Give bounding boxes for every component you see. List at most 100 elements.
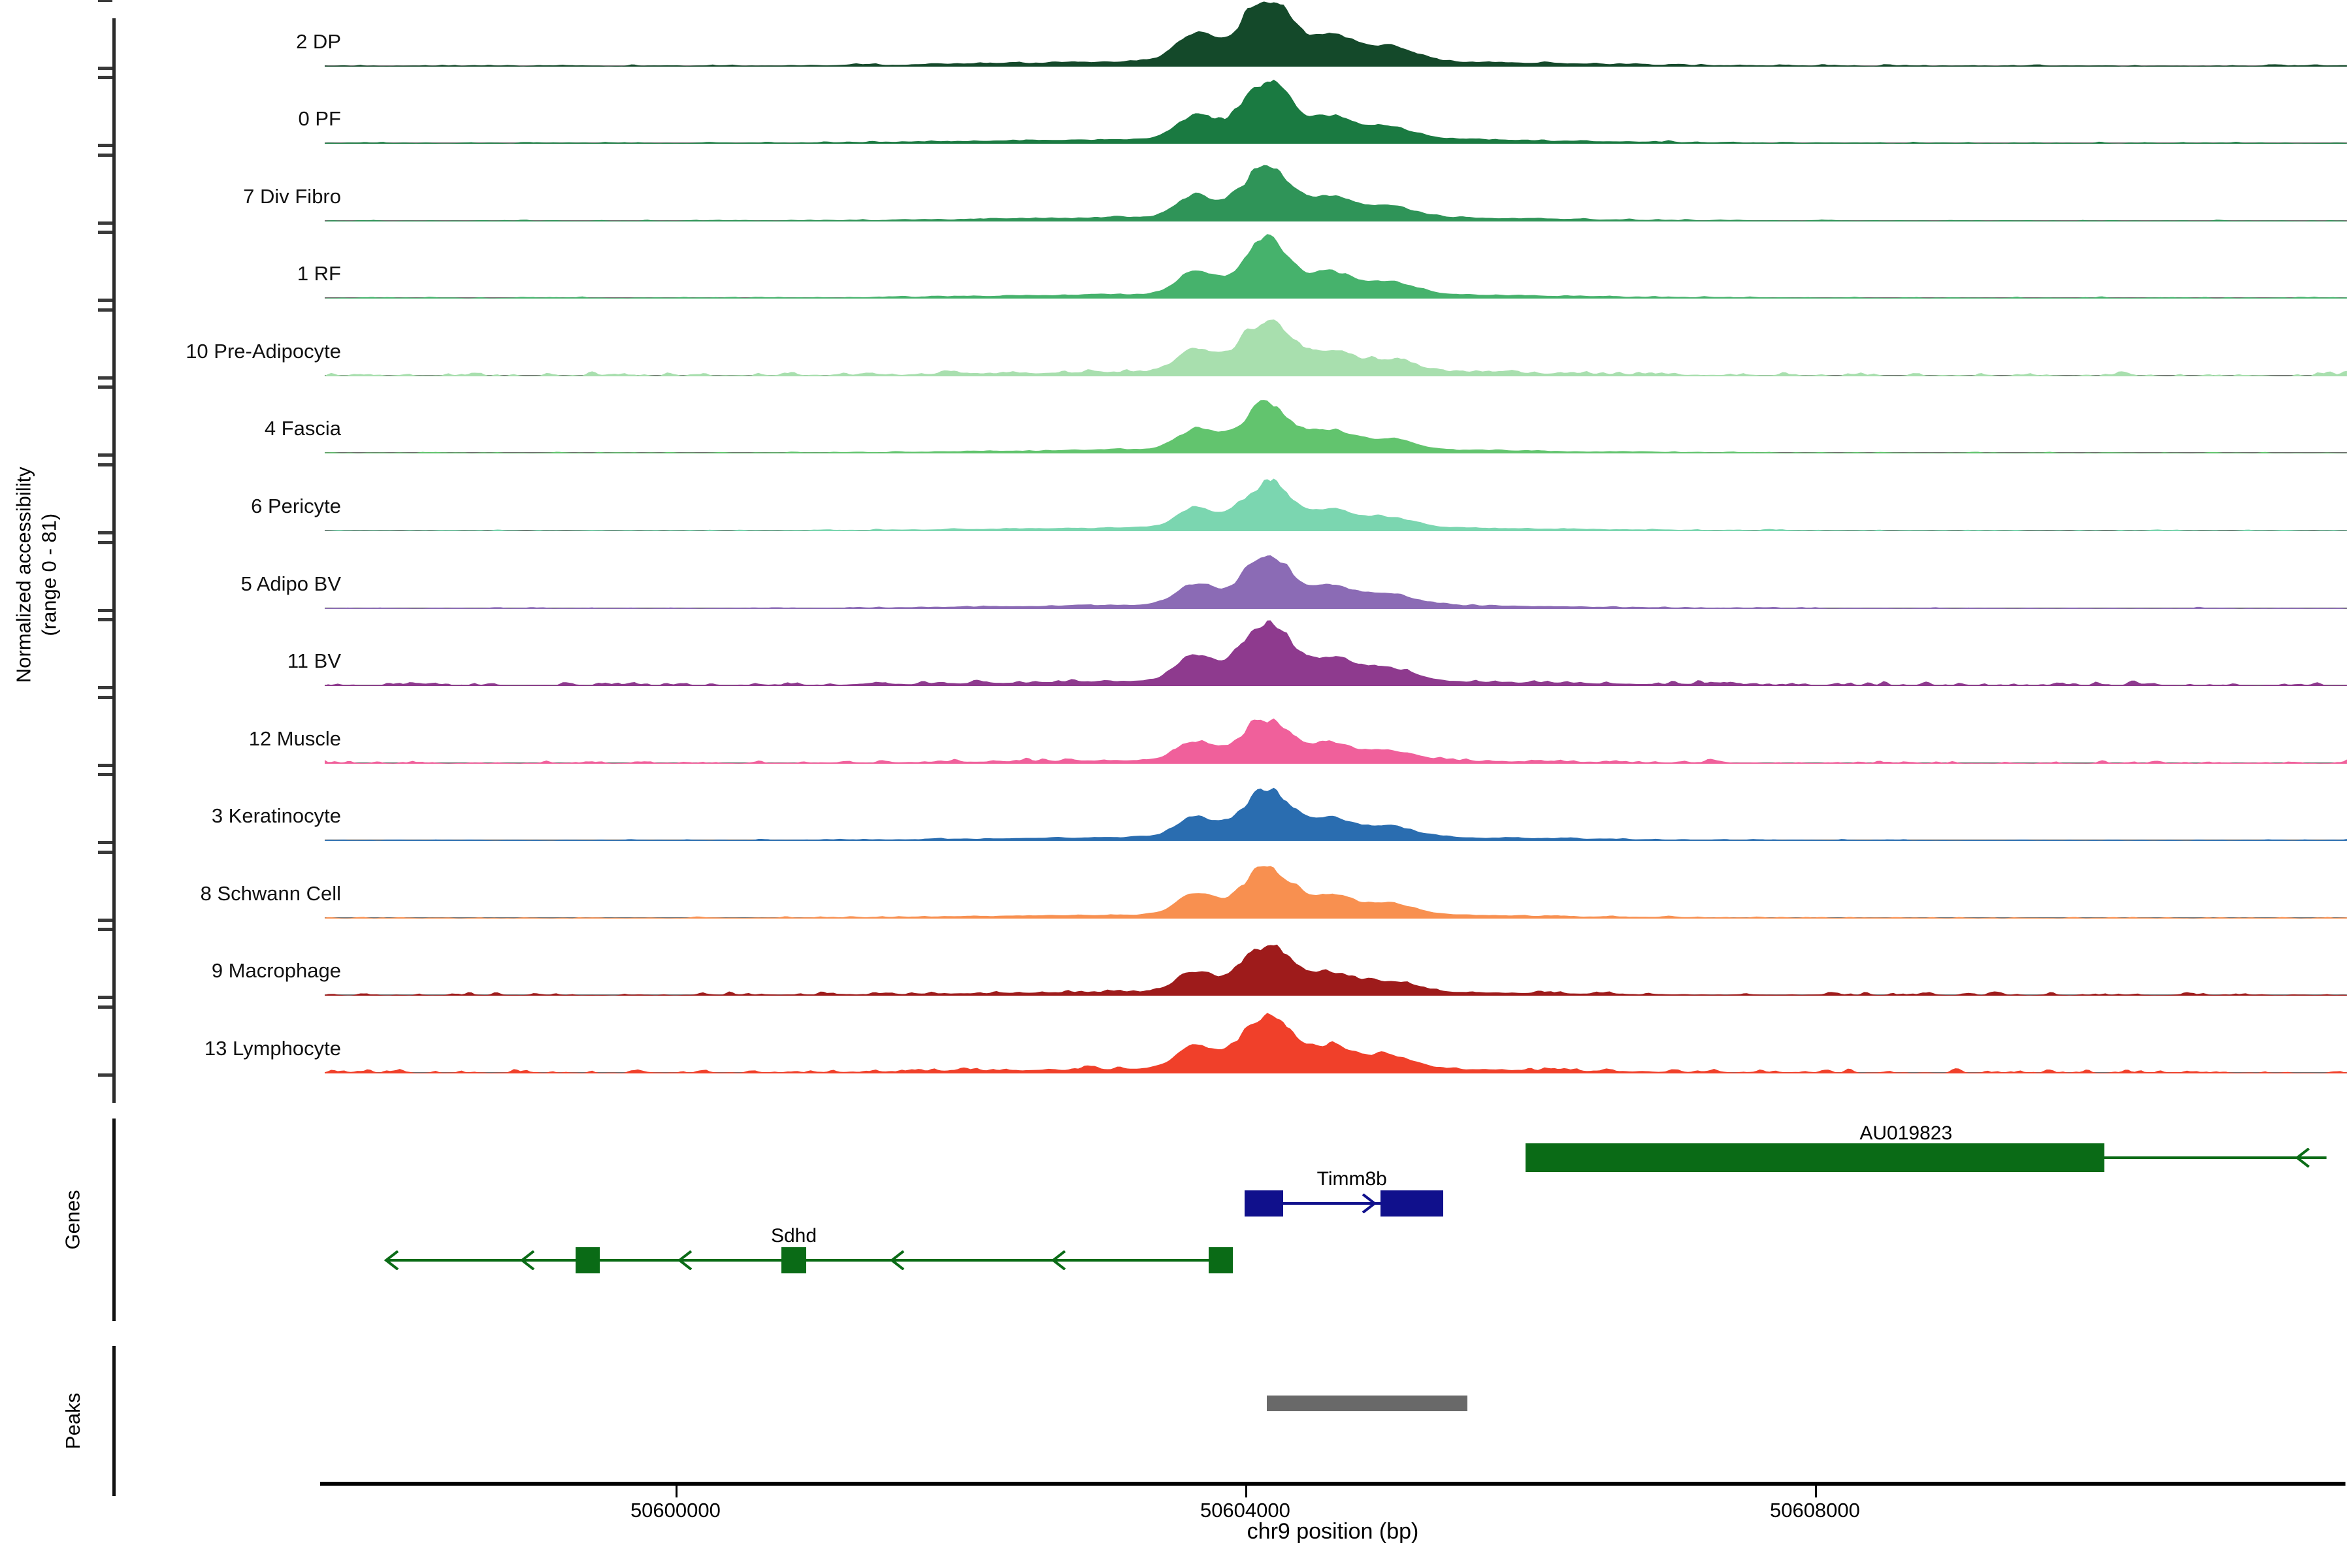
coverage-plot bbox=[325, 400, 2347, 454]
x-axis-title: chr9 position (bp) bbox=[1247, 1519, 1419, 1544]
y-axis-tick bbox=[98, 918, 112, 922]
coverage-track bbox=[325, 463, 2347, 531]
peak-region-bar bbox=[1267, 1396, 1467, 1411]
coverage-track bbox=[325, 773, 2347, 841]
gene-strand-arrow-icon bbox=[384, 1250, 400, 1271]
peaks-axis-line bbox=[112, 1346, 116, 1496]
y-axis-tick bbox=[98, 308, 112, 312]
y-axis-title: Normalized accessibility (range 0 - 81) bbox=[12, 39, 60, 1111]
gene-exon-block bbox=[575, 1247, 600, 1273]
coverage-tracks bbox=[325, 1, 2347, 1103]
genes-axis-line bbox=[112, 1119, 116, 1321]
y-axis-tick bbox=[98, 608, 112, 612]
y-axis-tick bbox=[98, 850, 112, 854]
x-axis-tick bbox=[1245, 1486, 1247, 1497]
coverage-plot bbox=[325, 319, 2347, 376]
y-axis-tick bbox=[98, 1073, 112, 1077]
coverage-area bbox=[325, 945, 2347, 996]
gene-name-label: AU019823 bbox=[1859, 1122, 1953, 1144]
track-label: 3 Keratinocyte bbox=[211, 804, 341, 828]
y-axis-tick bbox=[98, 686, 112, 690]
y-axis-tick bbox=[98, 531, 112, 534]
track-label: 1 RF bbox=[297, 262, 341, 286]
track-label: 10 Pre-Adipocyte bbox=[186, 339, 341, 363]
coverage-area bbox=[325, 400, 2347, 454]
x-axis-tick-label: 50608000 bbox=[1769, 1499, 1860, 1522]
track-label: 5 Adipo BV bbox=[240, 572, 341, 595]
x-axis-tick bbox=[1814, 1486, 1817, 1497]
coverage-panel: 2 DP 0 PF 7 Div Fibro 1 RF 10 Pre-Adipocyte 4… bbox=[98, 0, 2347, 1103]
gene-exon-block bbox=[1380, 1190, 1443, 1217]
gene-strand-arrow-icon bbox=[2295, 1147, 2311, 1168]
coverage-plot bbox=[325, 945, 2347, 996]
coverage-plot bbox=[325, 718, 2347, 764]
track-label: 0 PF bbox=[298, 107, 341, 131]
track-label: 4 Fascia bbox=[264, 417, 341, 440]
track-label: 6 Pericyte bbox=[251, 494, 341, 517]
coverage-track bbox=[325, 308, 2347, 376]
genes-panel-label: Genes bbox=[41, 1119, 106, 1321]
gene-strand-arrow-icon bbox=[889, 1250, 906, 1271]
coverage-plot bbox=[325, 1, 2347, 67]
y-axis-tick bbox=[98, 66, 112, 70]
coverage-track bbox=[325, 928, 2347, 996]
y-axis-tick bbox=[98, 0, 112, 2]
coverage-track bbox=[325, 851, 2347, 919]
track-label: 12 Muscle bbox=[248, 727, 341, 750]
coverage-plot bbox=[325, 234, 2347, 299]
track-label: 13 Lymphocyte bbox=[204, 1036, 341, 1060]
gene-name-label: Sdhd bbox=[770, 1225, 817, 1247]
coverage-track bbox=[325, 154, 2347, 221]
gene-backbone-line bbox=[385, 1259, 1231, 1262]
y-axis-tick bbox=[98, 76, 112, 80]
genes-panel: Genes Sdhd Timm8b AU019823 bbox=[61, 1119, 2347, 1321]
coverage-area bbox=[325, 1, 2347, 67]
coverage-track bbox=[325, 0, 2347, 67]
coverage-area bbox=[325, 478, 2347, 531]
coverage-plot bbox=[325, 478, 2347, 531]
y-axis-tick bbox=[98, 996, 112, 1000]
y-axis-tick bbox=[98, 453, 112, 457]
coverage-area bbox=[325, 80, 2347, 144]
y-axis-tick bbox=[98, 299, 112, 302]
y-axis-tick bbox=[98, 376, 112, 380]
coverage-track bbox=[325, 76, 2347, 144]
gene-exon-block bbox=[781, 1247, 806, 1273]
coverage-plot bbox=[325, 555, 2347, 609]
gene-exon-block bbox=[1208, 1247, 1233, 1273]
genes-panel-label-text: Genes bbox=[61, 1190, 84, 1250]
y-axis-tick bbox=[98, 463, 112, 466]
gene-strand-arrow-icon bbox=[1245, 1193, 1262, 1214]
gene-strand-arrow-icon bbox=[677, 1250, 694, 1271]
coverage-area bbox=[325, 620, 2347, 687]
coverage-plot bbox=[325, 80, 2347, 144]
x-axis-tick bbox=[675, 1486, 678, 1497]
coverage-track bbox=[325, 618, 2347, 687]
gene-exon-block bbox=[1245, 1190, 1284, 1217]
y-axis-tick bbox=[98, 773, 112, 777]
y-axis-tick bbox=[98, 231, 112, 235]
gene-strand-arrow-icon bbox=[1051, 1250, 1068, 1271]
peaks-panel-label-text: Peaks bbox=[61, 1392, 84, 1450]
gene-strand-arrow-icon bbox=[1360, 1193, 1377, 1214]
peaks-panel-label: Peaks bbox=[41, 1346, 106, 1496]
coverage-area bbox=[325, 866, 2347, 919]
coverage-plot bbox=[325, 866, 2347, 919]
track-label: 8 Schwann Cell bbox=[200, 881, 341, 905]
coverage-area bbox=[325, 319, 2347, 376]
coverage-area bbox=[325, 234, 2347, 299]
peaks-panel: Peaks bbox=[61, 1346, 2347, 1496]
coverage-area bbox=[325, 555, 2347, 609]
y-axis-tick bbox=[98, 221, 112, 225]
coverage-area bbox=[325, 787, 2347, 841]
track-label: 7 Div Fibro bbox=[243, 184, 341, 208]
y-axis-tick bbox=[98, 540, 112, 544]
gene-name-label: Timm8b bbox=[1316, 1168, 1387, 1190]
y-axis-tick bbox=[98, 153, 112, 157]
track-label: 2 DP bbox=[296, 29, 341, 53]
coverage-y-axis-line bbox=[98, 0, 116, 1103]
coverage-track bbox=[325, 385, 2347, 454]
y-axis-tick bbox=[98, 385, 112, 389]
track-label: 9 Macrophage bbox=[211, 959, 341, 983]
coverage-plot bbox=[325, 787, 2347, 841]
